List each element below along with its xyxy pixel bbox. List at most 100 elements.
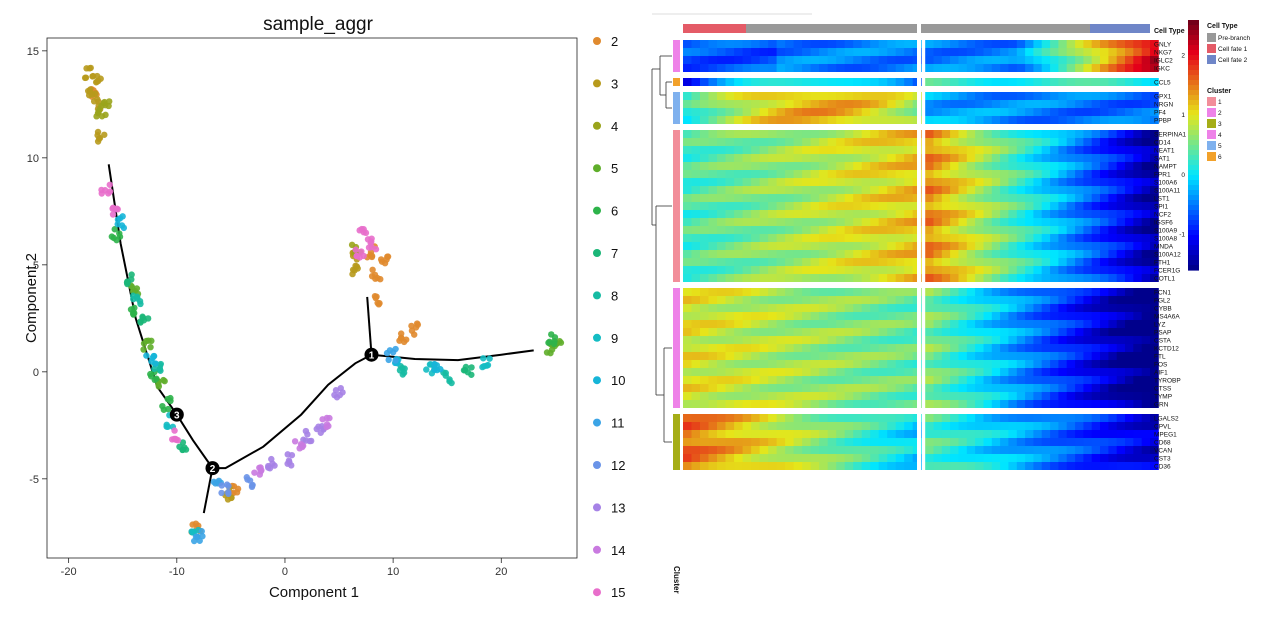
heatmap-cell (941, 210, 951, 218)
heatmap-cell (1133, 210, 1143, 218)
heatmap-cell (700, 100, 709, 108)
heatmap-cell (844, 92, 854, 100)
heatmap-cell (1066, 454, 1076, 462)
heatmap-cell (904, 100, 914, 108)
heatmap-cell (810, 170, 820, 178)
heatmap-cell (700, 78, 709, 86)
heatmap-cell (776, 368, 786, 376)
heatmap-cell (933, 462, 943, 470)
heatmap-cell (1108, 336, 1118, 344)
heatmap-cell (785, 186, 795, 194)
heatmap-cell (925, 462, 934, 470)
heatmap-cell (802, 130, 812, 138)
heatmap-cell (966, 210, 976, 218)
heatmap-cell (768, 78, 778, 86)
heatmap-cell (1100, 360, 1109, 368)
heatmap-cell (1066, 312, 1076, 320)
heatmap-cell (751, 414, 761, 422)
celltype-bar-label: Cell Type (1154, 28, 1185, 35)
heatmap-cell (1050, 218, 1059, 226)
heatmap-cell (975, 210, 984, 218)
heatmap-cell (853, 242, 863, 250)
heatmap-cell (700, 336, 709, 344)
heatmap-cell (991, 446, 1001, 454)
heatmap-cell (700, 312, 709, 320)
heatmap-cell (966, 296, 976, 304)
heatmap-cell (683, 108, 692, 116)
heatmap-cell (878, 296, 888, 304)
heatmap-cell (1116, 344, 1126, 352)
heatmap-cell (1041, 304, 1051, 312)
heatmap-cell (958, 258, 968, 266)
heatmap-cell (941, 218, 951, 226)
heatmap-cell (1125, 194, 1134, 202)
heatmap-cell (1108, 352, 1118, 360)
heatmap-cell (844, 430, 854, 438)
heatmap-cell (1091, 430, 1101, 438)
heatmap-cell (1100, 344, 1109, 352)
heatmap-cell (1058, 78, 1068, 86)
heatmap-cell (1075, 226, 1084, 234)
heatmap-cell (844, 170, 854, 178)
heatmap-cell (853, 186, 863, 194)
heatmap-cell (941, 178, 951, 186)
heatmap-cell (878, 130, 888, 138)
heatmap-cell (1025, 304, 1034, 312)
cell-point-13 (332, 387, 340, 394)
heatmap-cell (966, 368, 976, 376)
color-scale-step (1188, 125, 1199, 131)
heatmap-cell (1066, 100, 1076, 108)
heatmap-cell (1116, 242, 1126, 250)
cell-point-5 (155, 383, 163, 390)
cell-point-9 (423, 366, 430, 373)
branched-heatmap: GNLYNKG7IGLC2IGKCCCL5GPX1NRGNPF4PPBPSERP… (651, 13, 1251, 594)
heatmap-cell (1091, 288, 1101, 296)
heatmap-cell (742, 328, 752, 336)
heatmap-cell (691, 64, 701, 72)
heatmap-cell (1041, 454, 1051, 462)
heatmap-cell (904, 250, 914, 258)
heatmap-cell (785, 92, 795, 100)
heatmap-cell (785, 384, 795, 392)
heatmap-cell (836, 462, 846, 470)
heatmap-cell (983, 422, 993, 430)
heatmap-cell (933, 352, 943, 360)
heatmap-cell (1150, 392, 1159, 400)
heatmap-cell (1100, 392, 1109, 400)
heatmap-cell (1133, 344, 1143, 352)
gene-label: SAT1 (1154, 156, 1170, 163)
heatmap-cell (1050, 392, 1059, 400)
heatmap-cell (700, 266, 709, 274)
heatmap-cell (895, 78, 905, 86)
heatmap-cell (785, 352, 795, 360)
heatmap-cell (1075, 384, 1084, 392)
heatmap-cell (1116, 352, 1126, 360)
heatmap-cell (734, 186, 744, 194)
heatmap-cell (810, 258, 820, 266)
heatmap-cell (958, 328, 968, 336)
heatmap-cell (1025, 344, 1034, 352)
heatmap-cell (1058, 92, 1068, 100)
heatmap-cell (691, 154, 701, 162)
heatmap-cell (759, 40, 769, 48)
heatmap-cell (759, 226, 769, 234)
cell-point-3 (101, 131, 108, 138)
legend-label: 10 (611, 373, 625, 388)
heatmap-cell (725, 40, 735, 48)
heatmap-cell (1100, 414, 1109, 422)
heatmap-cell (1091, 186, 1101, 194)
heatmap-cell (1025, 170, 1034, 178)
heatmap-cell (844, 48, 854, 56)
heatmap-cell (895, 368, 905, 376)
heatmap-cell (966, 242, 976, 250)
heatmap-cell (708, 218, 718, 226)
heatmap-cell (861, 78, 871, 86)
heatmap-cell (734, 344, 744, 352)
heatmap-cell (1041, 242, 1051, 250)
heatmap-cell (1108, 186, 1118, 194)
heatmap-cell (1008, 438, 1018, 446)
heatmap-cell (950, 116, 959, 124)
heatmap-cell (708, 438, 718, 446)
heatmap-cell (853, 56, 863, 64)
heatmap-cell (1100, 400, 1109, 408)
